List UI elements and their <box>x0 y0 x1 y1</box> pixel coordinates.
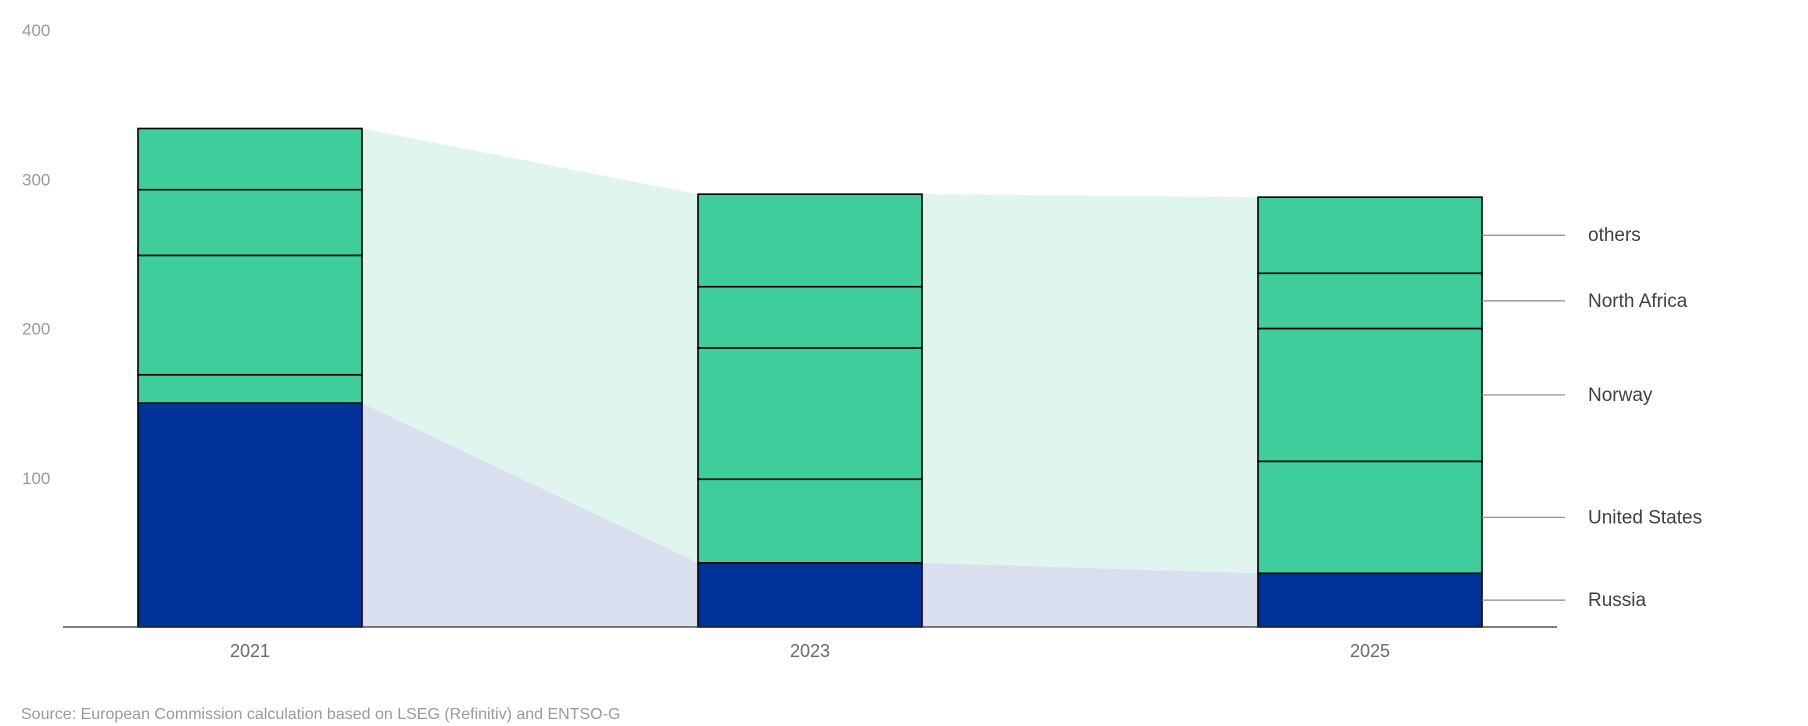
legend: Russia United States Norway North Africa oth… <box>1482 225 1702 611</box>
bar-segment-russia <box>1257 572 1483 628</box>
stacked-bar-chart: 100 200 300 400 2021 2023 2025 Russia United Sta… <box>22 21 1702 661</box>
y-tick-label: 300 <box>22 170 50 189</box>
y-tick-label: 400 <box>22 21 50 40</box>
bar-segment-norway <box>1257 327 1483 463</box>
bar-segment-north-africa <box>697 285 923 349</box>
blue-band <box>922 562 1258 627</box>
bar-segment-united-states <box>137 373 363 404</box>
bars <box>137 127 1483 628</box>
legend-label-russia: Russia <box>1588 590 1647 611</box>
x-tick-label: 2023 <box>790 641 830 661</box>
y-tick-label: 200 <box>22 320 50 339</box>
green-band <box>362 128 698 563</box>
bar-segment-norway <box>697 347 923 481</box>
bar-segment-russia <box>697 562 923 628</box>
bar-segment-others <box>137 127 363 191</box>
blue-band <box>362 403 698 627</box>
bar-segment-russia <box>137 402 363 628</box>
bar-segment-north-africa <box>1257 272 1483 330</box>
legend-label-united-states: United States <box>1588 507 1702 528</box>
y-axis-ticks: 100 200 300 400 <box>22 21 50 488</box>
legend-label-north-africa: North Africa <box>1588 291 1688 312</box>
green-band <box>922 194 1258 574</box>
x-tick-label: 2021 <box>230 641 270 661</box>
legend-label-norway: Norway <box>1588 385 1653 406</box>
x-tick-label: 2025 <box>1350 641 1390 661</box>
bar-segment-others <box>1257 196 1483 275</box>
y-tick-label: 100 <box>22 469 50 488</box>
bar-segment-norway <box>137 254 363 376</box>
bar-segment-north-africa <box>137 188 363 257</box>
bar-segment-others <box>697 193 923 288</box>
connector-bands <box>362 128 1258 627</box>
bar-segment-united-states <box>1257 460 1483 575</box>
legend-label-others: others <box>1588 225 1641 246</box>
bar-segment-united-states <box>697 478 923 564</box>
x-axis-labels: 2021 2023 2025 <box>230 641 1390 661</box>
source-note: Source: European Commission calculation … <box>21 706 621 723</box>
